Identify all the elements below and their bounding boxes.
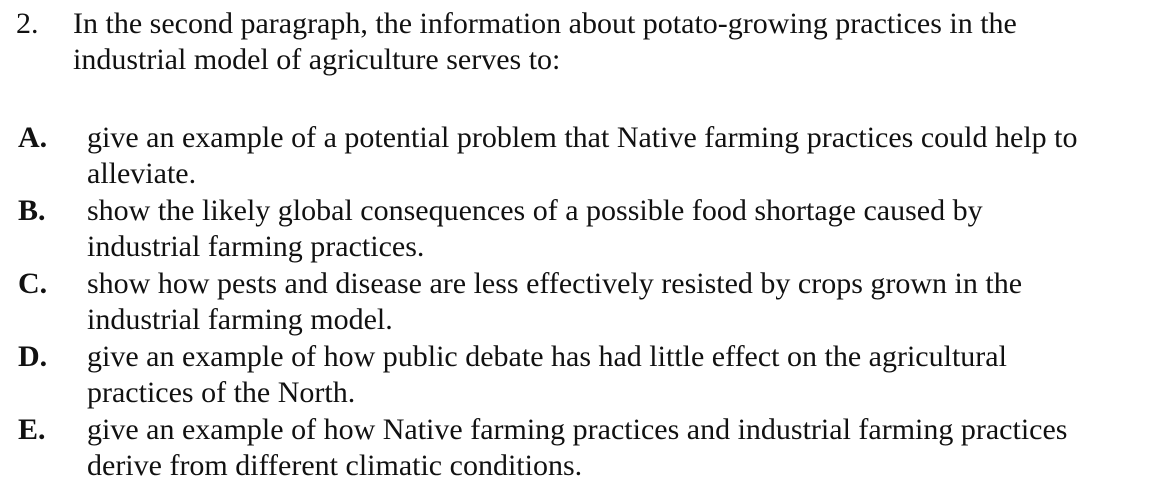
- option-text: show how pests and disease are less effe…: [87, 267, 1023, 336]
- option-letter: C.: [18, 267, 48, 300]
- answer-option-d[interactable]: D. give an example of how public debate …: [0, 339, 1170, 412]
- option-text: give an example of a potential problem t…: [87, 121, 1078, 190]
- answer-option-e[interactable]: E. give an example of how Native farming…: [0, 412, 1170, 485]
- option-text: give an example of how public debate has…: [87, 340, 1007, 409]
- answer-option-a[interactable]: A. give an example of a potential proble…: [0, 120, 1170, 193]
- question-number: 2.: [16, 7, 39, 40]
- option-letter: B.: [18, 194, 46, 227]
- answer-option-c[interactable]: C. show how pests and disease are less e…: [0, 266, 1170, 339]
- option-letter: D.: [18, 340, 48, 373]
- question-text: In the second paragraph, the information…: [73, 7, 1017, 76]
- option-letter: E.: [18, 413, 46, 446]
- answer-option-b[interactable]: B. show the likely global consequences o…: [0, 193, 1170, 266]
- option-letter: A.: [18, 121, 48, 154]
- answer-options: A. give an example of a potential proble…: [0, 120, 1170, 485]
- option-text: show the likely global consequences of a…: [87, 194, 983, 263]
- option-text: give an example of how Native farming pr…: [87, 413, 1068, 482]
